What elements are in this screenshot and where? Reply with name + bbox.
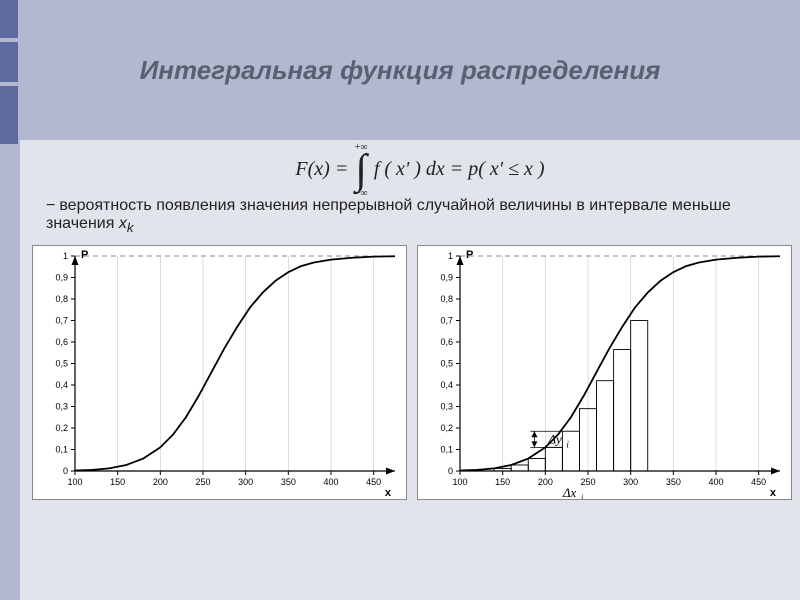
svg-text:i: i [581, 493, 584, 499]
svg-text:350: 350 [666, 477, 681, 487]
side-tab [0, 0, 18, 38]
svg-text:0,9: 0,9 [55, 273, 68, 283]
cdf-chart-right: ΔyiΔxi00,10,20,30,40,50,60,70,80,9110015… [417, 245, 792, 500]
svg-text:P: P [466, 249, 473, 261]
svg-text:300: 300 [238, 477, 253, 487]
svg-text:0,7: 0,7 [440, 316, 453, 326]
svg-text:100: 100 [67, 477, 82, 487]
svg-text:450: 450 [751, 477, 766, 487]
svg-text:350: 350 [281, 477, 296, 487]
svg-text:300: 300 [623, 477, 638, 487]
content-panel: F(x) = +∞ ∫ −∞ f ( x' ) dx = p( x' ≤ x )… [20, 140, 800, 600]
svg-text:0,1: 0,1 [55, 445, 68, 455]
formula-integrand: f ( x' ) dx = p( x' ≤ x ) [374, 158, 545, 180]
svg-text:0,5: 0,5 [55, 359, 68, 369]
svg-text:0: 0 [448, 466, 453, 476]
svg-text:250: 250 [195, 477, 210, 487]
svg-text:0,6: 0,6 [440, 337, 453, 347]
svg-text:x: x [385, 487, 392, 499]
svg-text:0,5: 0,5 [440, 359, 453, 369]
svg-text:0,4: 0,4 [55, 380, 68, 390]
svg-text:1: 1 [63, 251, 68, 261]
svg-text:100: 100 [452, 477, 467, 487]
cdf-chart-left: 0 0,1 0,2 0,3 0,4 0,5 0,6 0,7 0,8 0,9 1 100 150 200 25… [32, 245, 407, 500]
svg-text:1: 1 [448, 251, 453, 261]
formula: F(x) = +∞ ∫ −∞ f ( x' ) dx = p( x' ≤ x ) [50, 152, 790, 189]
svg-text:0,7: 0,7 [55, 316, 68, 326]
svg-text:0,8: 0,8 [55, 294, 68, 304]
upper-limit: +∞ [355, 142, 368, 153]
svg-text:400: 400 [323, 477, 338, 487]
svg-text:200: 200 [153, 477, 168, 487]
lower-limit: −∞ [355, 188, 368, 199]
svg-text:200: 200 [538, 477, 553, 487]
formula-lhs: F(x) = [295, 158, 348, 180]
side-tab [0, 86, 18, 144]
description: −вероятность появления значения непрерыв… [46, 197, 790, 235]
page-title: Интегральная функция распределения [0, 55, 800, 86]
svg-text:0,9: 0,9 [440, 273, 453, 283]
svg-text:400: 400 [708, 477, 723, 487]
svg-text:250: 250 [580, 477, 595, 487]
svg-text:0,4: 0,4 [440, 380, 453, 390]
svg-text:i: i [566, 439, 569, 449]
svg-text:0,2: 0,2 [55, 423, 68, 433]
svg-text:P: P [81, 249, 88, 261]
svg-text:0,2: 0,2 [440, 423, 453, 433]
svg-text:150: 150 [110, 477, 125, 487]
svg-text:450: 450 [366, 477, 381, 487]
svg-text:0,3: 0,3 [440, 402, 453, 412]
svg-text:0,6: 0,6 [55, 337, 68, 347]
svg-text:x: x [770, 487, 777, 499]
integral-symbol: +∞ ∫ −∞ [355, 152, 367, 189]
charts-row: 0 0,1 0,2 0,3 0,4 0,5 0,6 0,7 0,8 0,9 1 100 150 200 25… [32, 245, 790, 500]
svg-text:0,3: 0,3 [55, 402, 68, 412]
svg-text:150: 150 [495, 477, 510, 487]
svg-text:Δx: Δx [562, 485, 577, 499]
svg-text:0: 0 [63, 466, 68, 476]
svg-text:0,8: 0,8 [440, 294, 453, 304]
svg-text:0,1: 0,1 [440, 445, 453, 455]
